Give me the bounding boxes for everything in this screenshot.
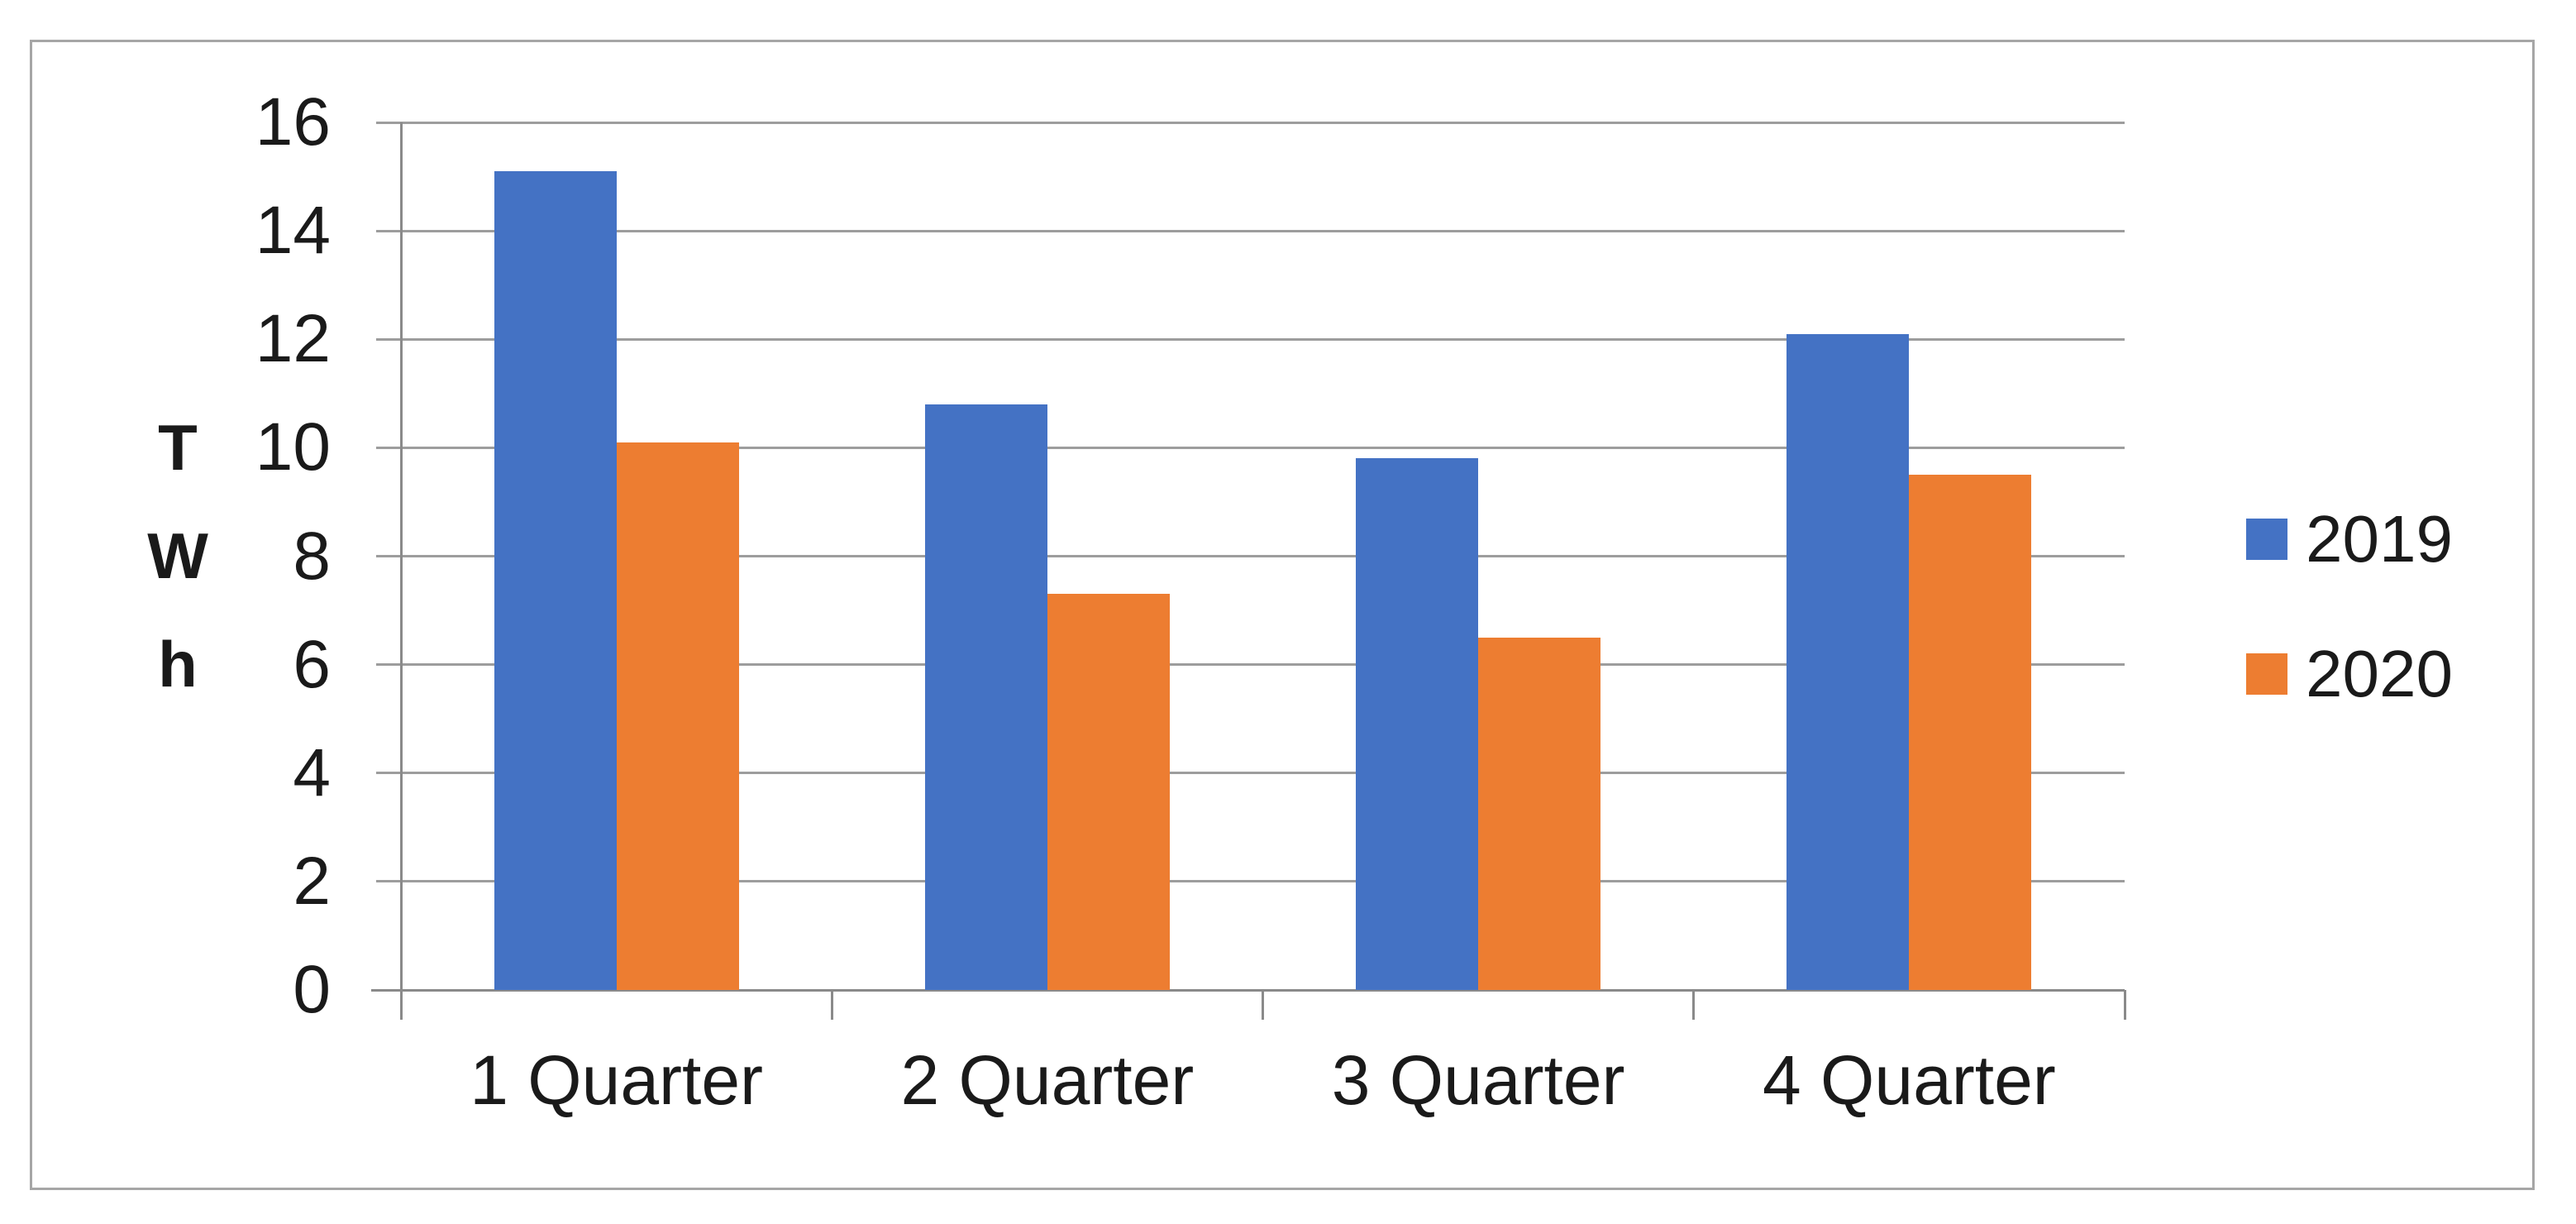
y-tick-label: 8 — [293, 518, 331, 594]
y-tick-label: 14 — [255, 193, 331, 269]
x-axis-tick — [830, 990, 833, 1020]
legend-label-2019: 2019 — [2306, 502, 2453, 576]
x-axis-tick — [2123, 990, 2126, 1020]
x-category-label: 4 Quarter — [1762, 1041, 2056, 1119]
y-axis-title-letter: W — [147, 519, 208, 592]
bar-2020-category-1 — [616, 442, 739, 990]
y-tick-label: 10 — [255, 409, 331, 485]
x-category-label: 2 Quarter — [900, 1041, 1195, 1119]
bar-2020-category-3 — [1478, 637, 1601, 990]
y-tick-label: 12 — [255, 301, 331, 377]
bar-2019-category-1 — [494, 171, 617, 990]
y-axis-title-letter: T — [158, 411, 198, 484]
x-category-label: 3 Quarter — [1331, 1041, 1625, 1119]
x-axis-tick — [1692, 990, 1696, 1020]
bar-2019-category-2 — [924, 404, 1047, 990]
y-tick-label: 2 — [293, 843, 331, 919]
y-tick-label: 0 — [293, 952, 331, 1027]
chart-frame-border — [30, 40, 2535, 1190]
bar-2020-category-2 — [1047, 594, 1170, 990]
y-gridline — [376, 555, 2125, 557]
y-gridline — [376, 446, 2125, 449]
bar-2019-category-3 — [1356, 458, 1479, 990]
y-gridline — [376, 880, 2125, 883]
y-gridline — [376, 663, 2125, 667]
legend-swatch-2020 — [2246, 653, 2287, 695]
y-axis-line — [399, 122, 403, 1005]
y-tick-label: 4 — [293, 734, 331, 810]
legend-swatch-2019 — [2246, 519, 2287, 560]
legend-label-2020: 2020 — [2306, 637, 2453, 710]
y-gridline — [376, 121, 2125, 124]
y-tick-label: 6 — [293, 626, 331, 702]
bar-2019-category-4 — [1787, 333, 1910, 990]
x-axis-tick — [399, 990, 403, 1020]
y-gridline — [376, 337, 2125, 341]
x-category-label: 1 Quarter — [470, 1041, 764, 1119]
bar-2020-category-4 — [1909, 475, 2032, 990]
y-gridline — [376, 772, 2125, 775]
y-axis-title-letter: h — [158, 628, 198, 700]
y-tick-label: 16 — [255, 84, 331, 160]
x-axis-tick — [1262, 990, 1264, 1020]
x-axis-line — [371, 988, 2125, 992]
y-gridline — [376, 229, 2125, 232]
